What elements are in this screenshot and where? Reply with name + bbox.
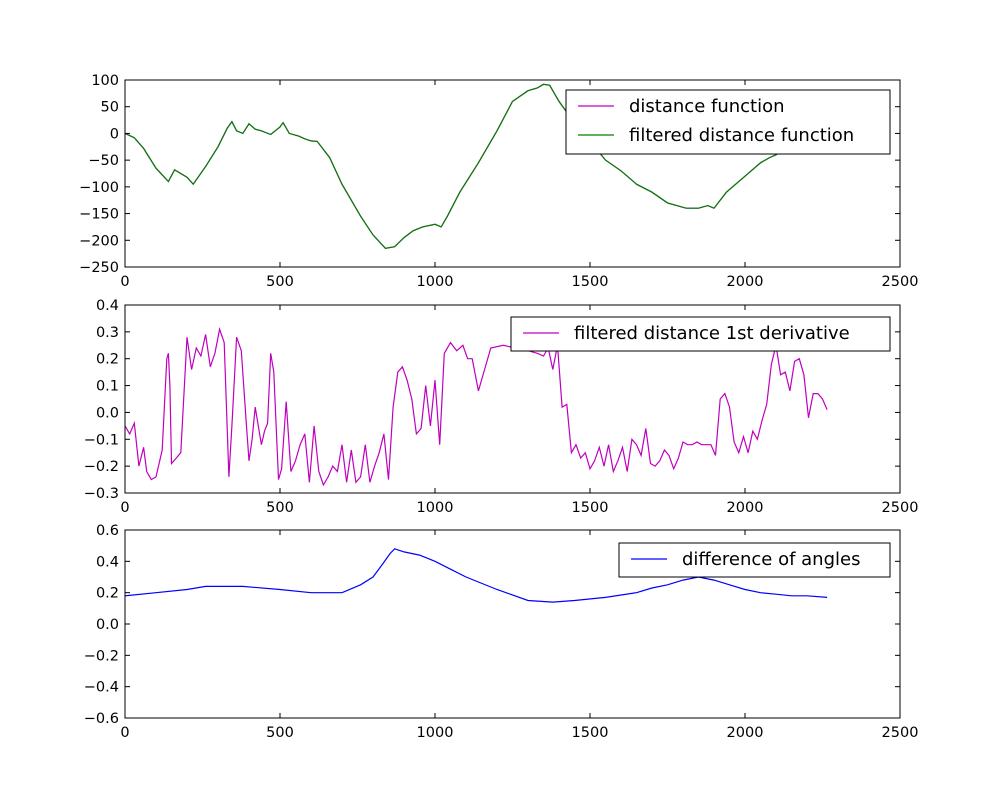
y-tick-label: 0.2 — [96, 352, 119, 368]
y-tick-label: −50 — [88, 153, 119, 169]
y-tick-label: −200 — [79, 233, 119, 249]
axes-frame — [124, 304, 901, 494]
legend-box — [565, 89, 891, 155]
legend: filtered distance 1st derivative — [510, 316, 891, 352]
axes-frame — [124, 79, 901, 268]
x-tick-label: 1000 — [417, 725, 454, 741]
y-tick-label: −250 — [79, 260, 119, 276]
y-tick-label: −150 — [79, 207, 119, 223]
x-tick-label: 500 — [266, 500, 294, 516]
subplot-3: 0 500 1000 1500 2000 2500 0.6 0.4 0.2 0.0 −0.2 −0.4… — [84, 523, 919, 741]
y-tick-label: 0.0 — [96, 617, 119, 633]
y-tick-label: 0 — [110, 126, 119, 142]
x-tick-label: 0 — [120, 274, 129, 290]
x-tick-label: 2000 — [727, 500, 764, 516]
legend-label: distance function — [629, 96, 785, 117]
series-line-3-1 — [125, 548, 828, 603]
x-tick-label: 500 — [266, 274, 294, 290]
y-tick-label: −0.3 — [84, 486, 119, 502]
legend-box — [618, 542, 891, 578]
legend-box — [510, 316, 891, 352]
x-tick-label: 1500 — [572, 274, 609, 290]
y-tick-label: 50 — [101, 100, 119, 116]
legend-label: filtered distance 1st derivative — [574, 323, 850, 344]
series-line-1-2 — [125, 83, 826, 249]
legend: difference of angles — [618, 542, 891, 578]
y-tick-label: −0.2 — [84, 459, 119, 475]
legend-label: difference of angles — [682, 549, 860, 570]
legend: distance function filtered distance funct… — [565, 89, 891, 155]
y-tick-label: 100 — [91, 73, 119, 89]
x-tick-label: 1500 — [572, 725, 609, 741]
y-tick-label: −0.6 — [84, 711, 119, 727]
x-tick-label: 0 — [120, 500, 129, 516]
y-tick-label: 0.3 — [96, 325, 119, 341]
legend-label: filtered distance function — [629, 125, 854, 146]
y-tick-label: 0.0 — [96, 405, 119, 421]
y-tick-label: −0.2 — [84, 648, 119, 664]
x-tick-label: 2500 — [882, 274, 919, 290]
x-tick-label: 2000 — [727, 725, 764, 741]
y-tick-label: −0.1 — [84, 432, 119, 448]
y-tick-label: 0.4 — [96, 554, 119, 570]
x-tick-label: 1500 — [572, 500, 609, 516]
x-tick-label: 1000 — [417, 274, 454, 290]
x-tick-label: 2000 — [727, 274, 764, 290]
x-tick-label: 1000 — [417, 500, 454, 516]
y-tick-label: −0.4 — [84, 680, 119, 696]
x-tick-label: 0 — [120, 725, 129, 741]
x-tick-label: 2500 — [882, 500, 919, 516]
series-line-2-1 — [125, 326, 828, 487]
x-tick-label: 500 — [266, 725, 294, 741]
x-tick-label: 2500 — [882, 725, 919, 741]
y-tick-label: 0.6 — [96, 523, 119, 539]
y-tick-label: 0.1 — [96, 379, 119, 395]
y-tick-label: −100 — [79, 180, 119, 196]
subplot-1: 0 500 1000 1500 2000 2500100500−50−100−150−20… — [79, 73, 918, 290]
subplot-2: 0 500 1000 1500 2000 2500 0.4 0.3 0.2 0.1 0.0 −0.1 −… — [84, 298, 919, 516]
y-tick-label: 0.4 — [96, 298, 119, 314]
y-tick-label: 0.2 — [96, 586, 119, 602]
